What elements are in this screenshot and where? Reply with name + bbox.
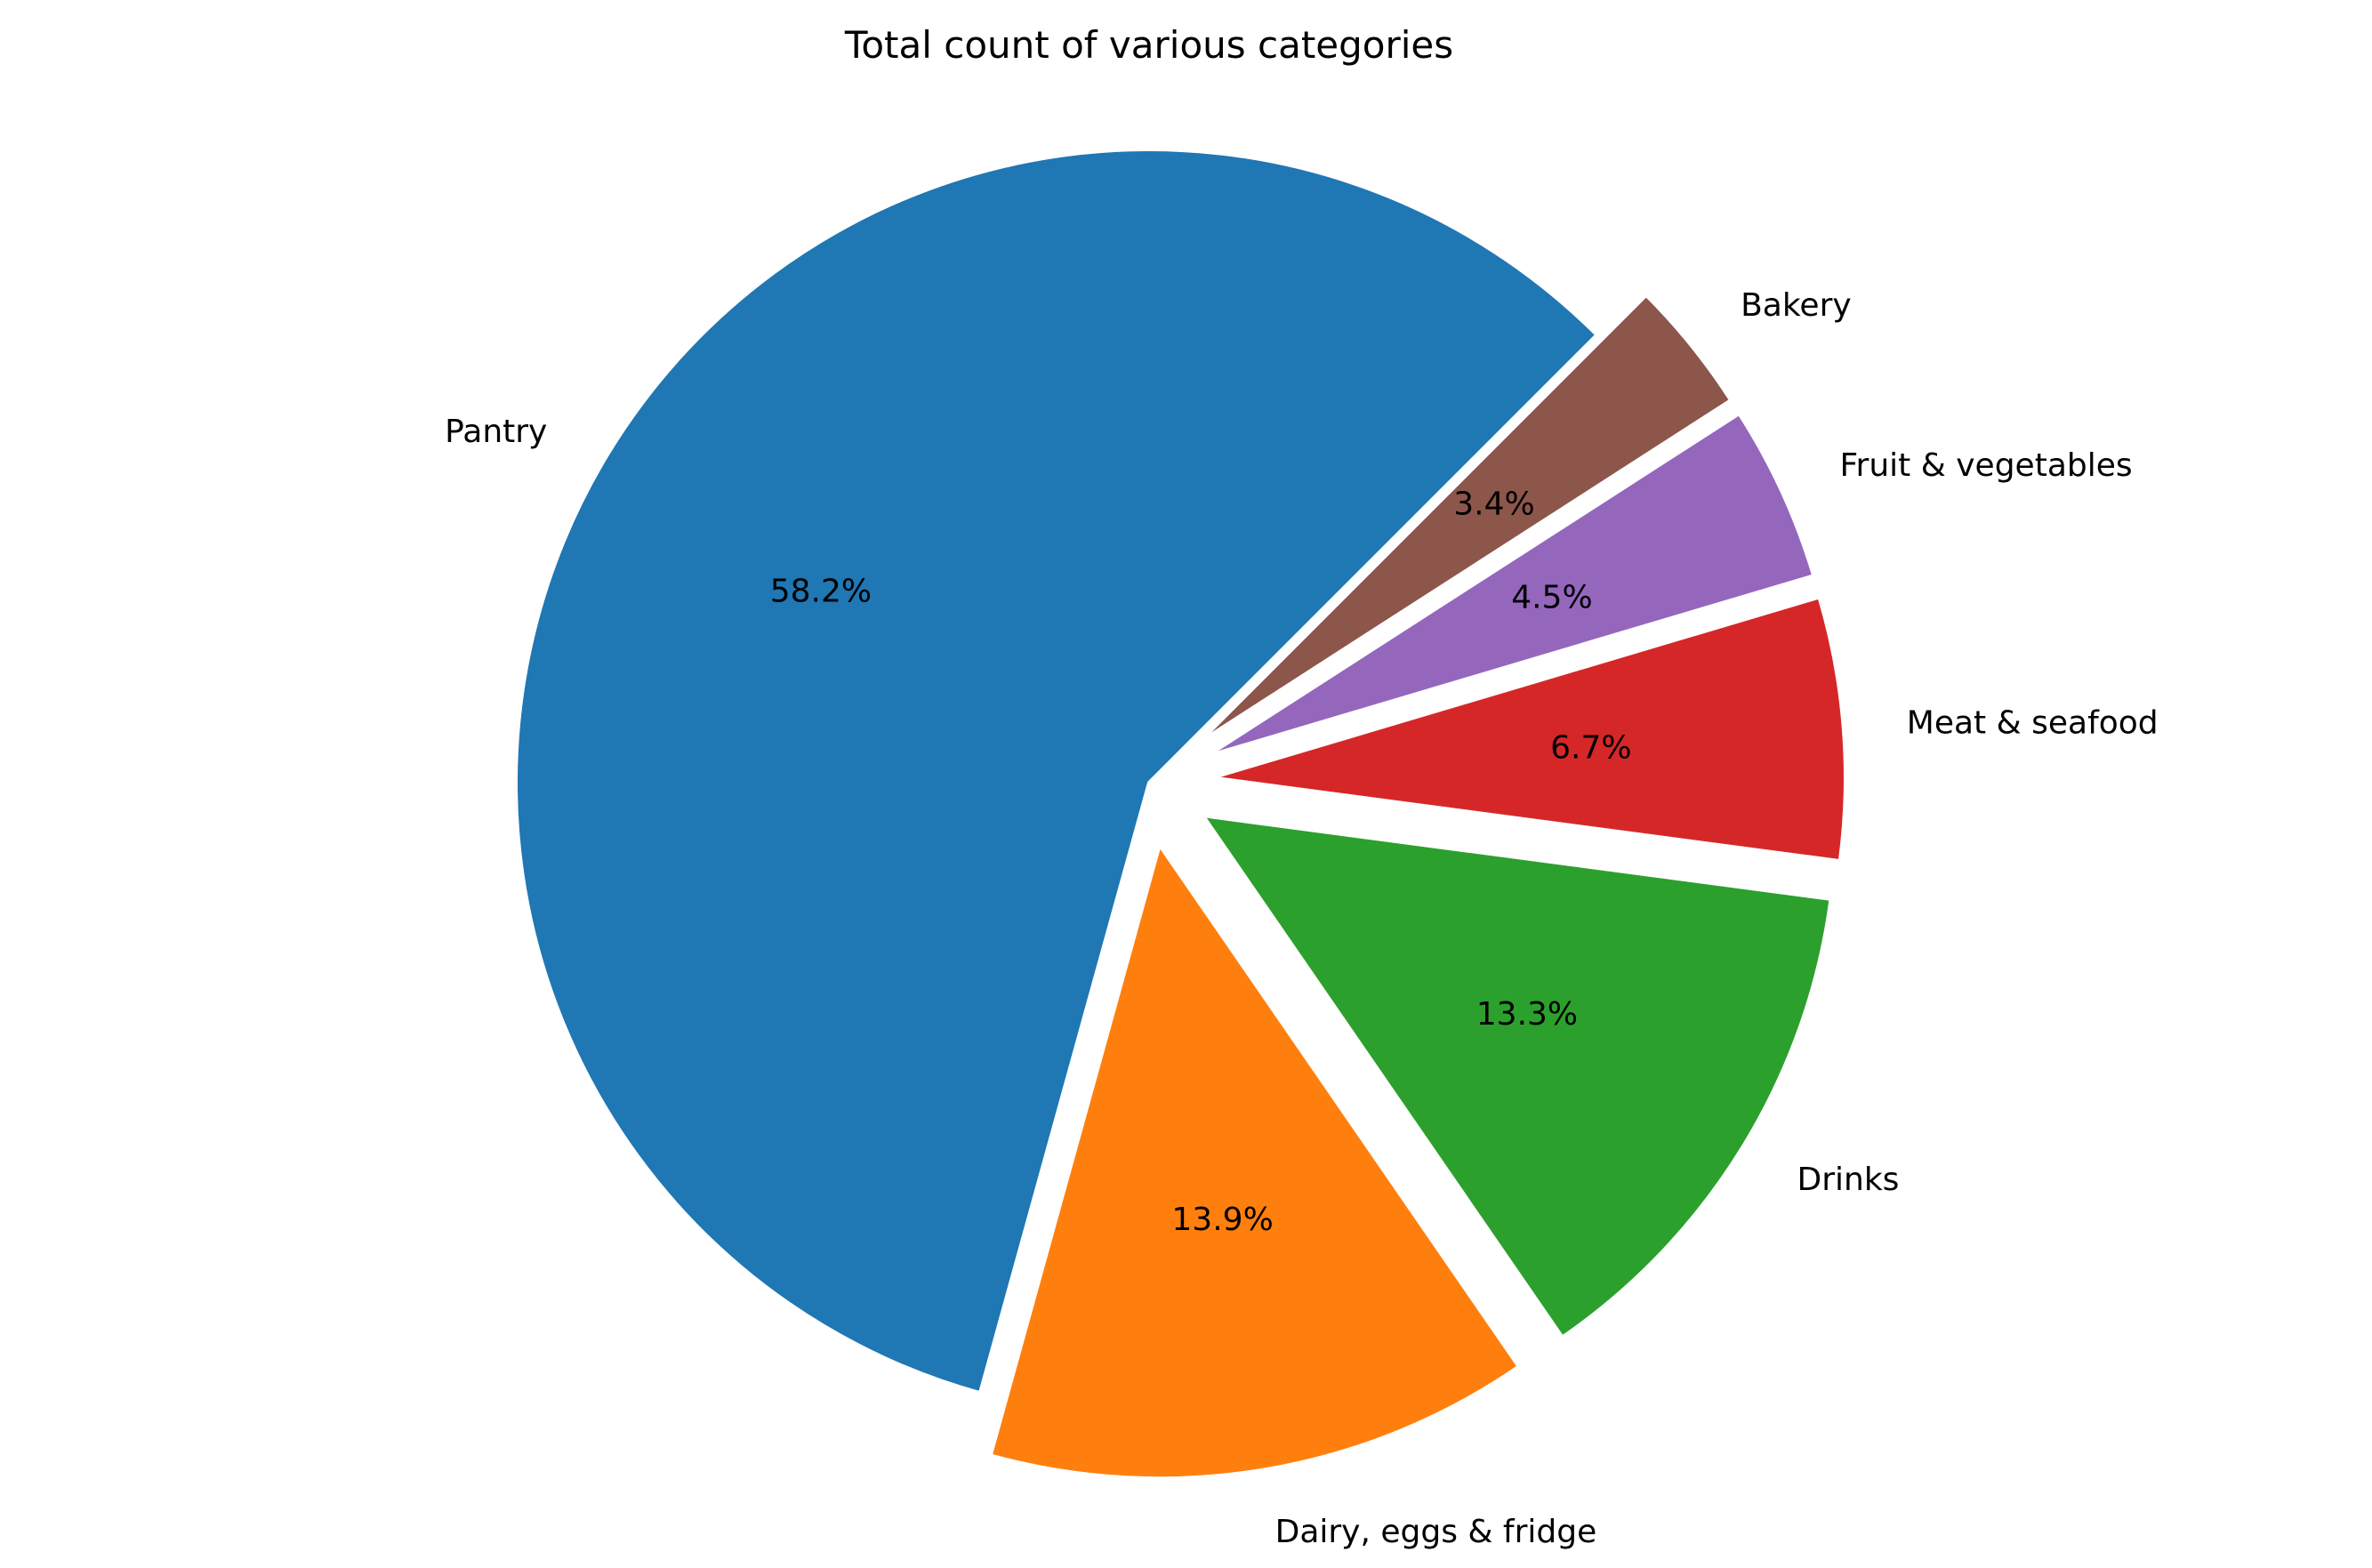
category-label-fruit-vegetables: Fruit & vegetables <box>1839 447 2132 484</box>
pct-label-pantry: 58.2% <box>770 573 872 609</box>
pct-label-dairy-eggs-fridge: 13.9% <box>1171 1202 1273 1238</box>
category-label-drinks: Drinks <box>1797 1162 1899 1198</box>
pie-slice-meat-seafood <box>1210 595 1847 864</box>
chart-title: Total count of various categories <box>844 23 1453 67</box>
pct-label-meat-seafood: 6.7% <box>1550 729 1631 766</box>
category-label-pantry: Pantry <box>445 414 547 450</box>
pie-slices <box>513 148 1847 1481</box>
pct-label-bakery: 3.4% <box>1453 486 1534 523</box>
pie-labels: 58.2% Pantry 13.9% Dairy, eggs & fridge 13.3… <box>445 287 2158 1550</box>
pie-slice-fruit-vegetables <box>1204 412 1816 759</box>
pie-slice-bakery <box>1196 293 1733 745</box>
pie-slice-dairy-eggs-fridge <box>988 843 1521 1481</box>
category-label-meat-seafood: Meat & seafood <box>1907 704 2159 741</box>
pct-label-fruit-vegetables: 4.5% <box>1511 580 1592 616</box>
pie-slice-drinks <box>1201 814 1833 1339</box>
pie-slice-pantry <box>513 148 1599 1395</box>
category-label-bakery: Bakery <box>1741 287 1852 324</box>
category-label-dairy-eggs-fridge: Dairy, eggs & fridge <box>1275 1514 1597 1550</box>
pct-label-drinks: 13.3% <box>1476 996 1578 1033</box>
